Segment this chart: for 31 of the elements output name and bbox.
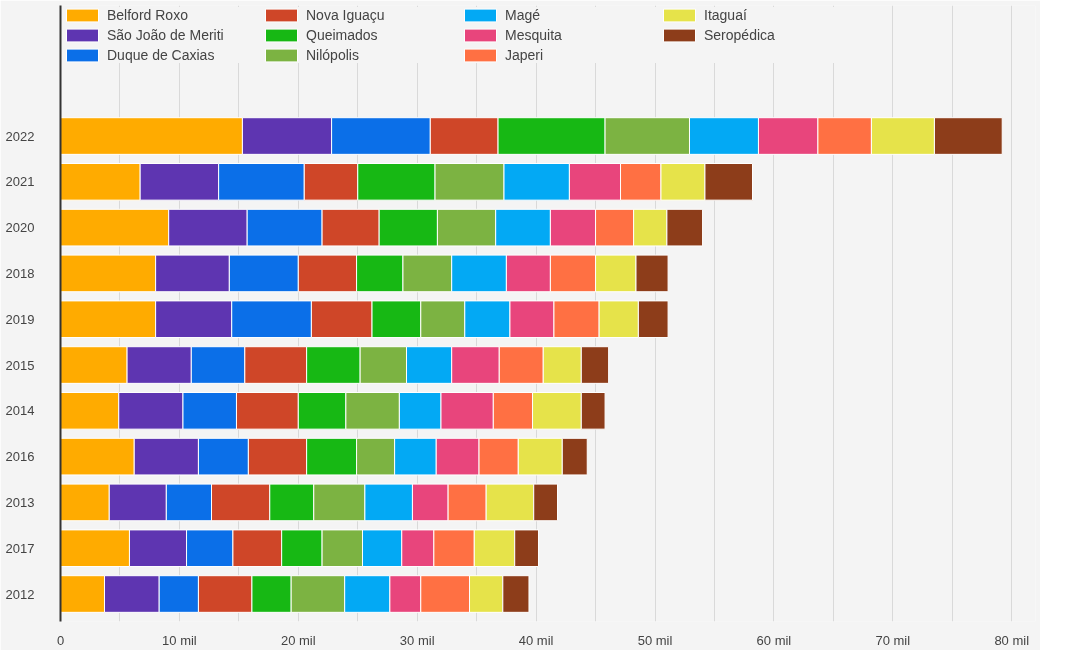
legend-label: Queimados: [306, 27, 379, 43]
x-tick-label: 10 mil: [162, 632, 197, 648]
legend-label: Belford Roxo: [107, 7, 189, 23]
y-tick-label: 2019: [5, 311, 35, 327]
legend-label: Duque de Caxias: [107, 47, 216, 63]
x-tick-label: 30 mil: [399, 632, 435, 648]
y-tick-label: 2018: [5, 265, 35, 281]
x-tick-label: 60 mil: [756, 632, 792, 648]
legend-label: Itaguaí: [704, 7, 748, 23]
x-tick-label: 40 mil: [518, 632, 554, 648]
y-tick-label: 2017: [5, 540, 35, 556]
legend-label: Nova Iguaçu: [306, 7, 386, 23]
y-tick-label: 2021: [5, 174, 35, 190]
x-tick-label: 70 mil: [875, 632, 911, 648]
y-tick-label: 2022: [5, 128, 35, 144]
x-tick-label: 80 mil: [994, 632, 1030, 648]
legend-label: Japeri: [505, 47, 545, 63]
legend-label: Mesquita: [505, 27, 563, 43]
legend-label: Nilópolis: [306, 47, 360, 63]
y-tick-label: 2020: [5, 220, 35, 236]
y-tick-label: 2015: [5, 357, 35, 373]
x-tick-label: 0: [56, 632, 65, 648]
legend-label: São João de Meriti: [107, 27, 225, 43]
y-tick-label: 2014: [5, 403, 35, 419]
legend-label: Magé: [505, 7, 542, 23]
x-tick-label: 20 mil: [280, 632, 316, 648]
y-tick-label: 2016: [5, 449, 35, 465]
y-tick-label: 2013: [5, 494, 35, 510]
x-tick-label: 50 mil: [637, 632, 673, 648]
y-tick-label: 2012: [5, 586, 35, 602]
legend-label: Seropédica: [704, 27, 776, 43]
